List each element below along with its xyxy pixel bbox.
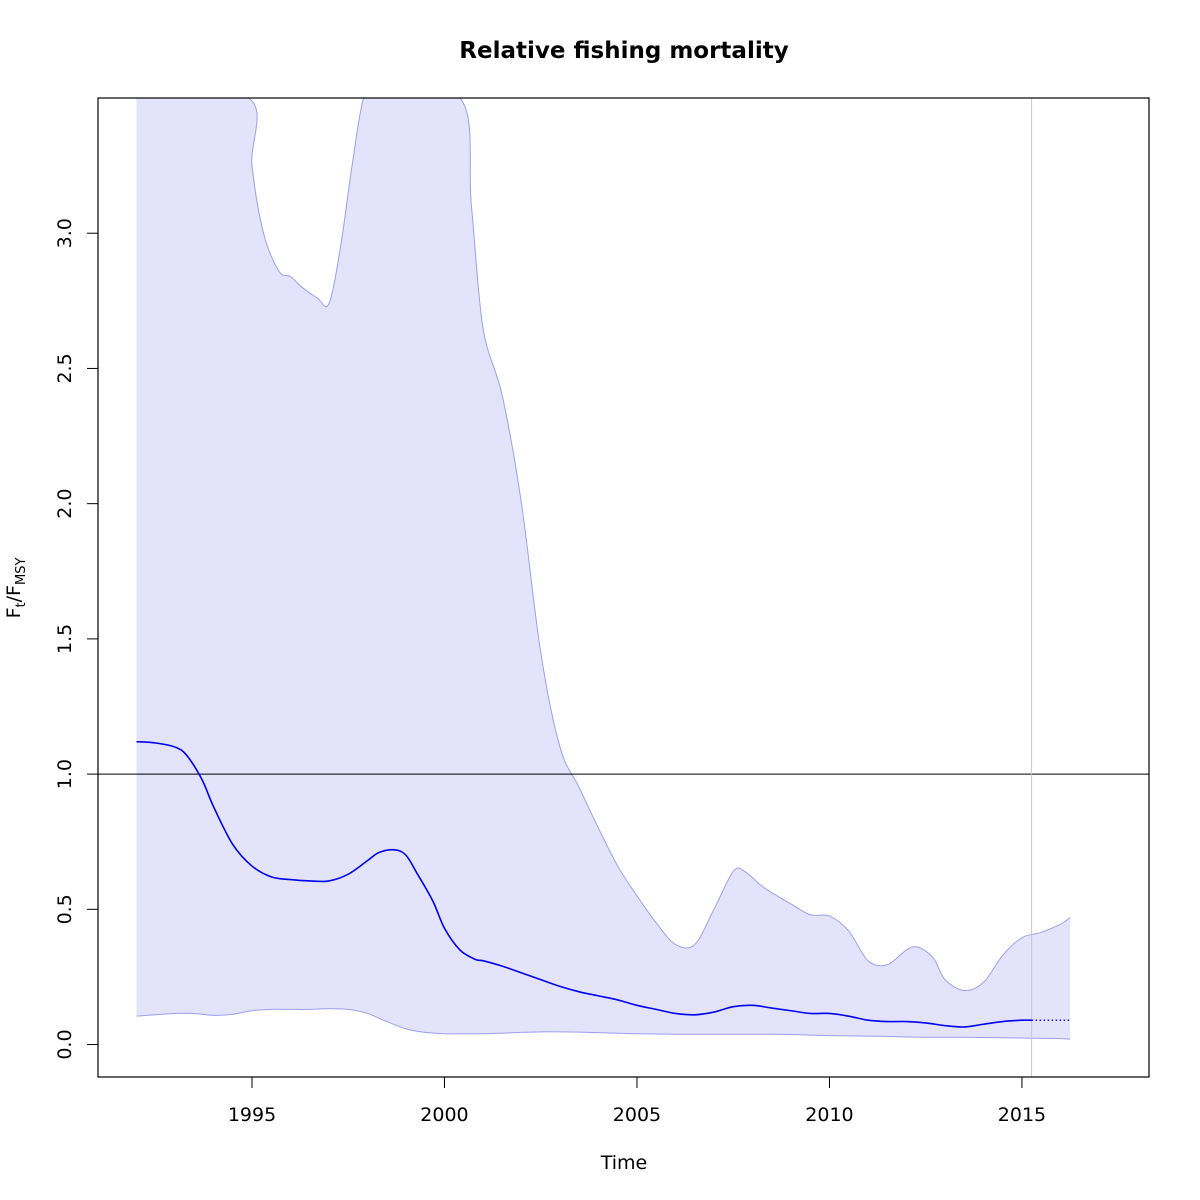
- x-tick-label-1995: 1995: [228, 1104, 276, 1126]
- x-tick-label-2010: 2010: [805, 1104, 853, 1126]
- confidence-band-upper-edge: [136, 98, 1071, 991]
- y-label-f: F: [3, 607, 25, 618]
- y-tick-label-0.0: 0.0: [54, 1029, 76, 1059]
- y-tick-label-3.0: 3.0: [54, 218, 76, 248]
- confidence-band: [136, 98, 1071, 1040]
- y-label-sub-msy: MSY: [14, 558, 29, 585]
- plot-area: [98, 98, 1149, 1077]
- y-tick-label-0.5: 0.5: [54, 894, 76, 924]
- y-axis: 0.0 0.5 1.0 1.5 2.0 2.5 3.0: [54, 218, 99, 1060]
- x-tick-label-2015: 2015: [998, 1104, 1046, 1126]
- x-tick-label-2000: 2000: [420, 1104, 468, 1126]
- y-tick-label-1.5: 1.5: [54, 624, 76, 654]
- y-label-slash: /: [3, 595, 25, 602]
- x-axis-label: Time: [600, 1152, 648, 1174]
- y-tick-label-2.5: 2.5: [54, 353, 76, 383]
- y-label-f2: F: [3, 585, 25, 596]
- y-label-sub-t: t: [14, 602, 29, 607]
- y-axis-label: Ft/FMSY: [3, 558, 29, 619]
- y-tick-label-2.0: 2.0: [54, 489, 76, 519]
- confidence-band-lower-edge: [136, 1008, 1071, 1040]
- x-tick-label-2005: 2005: [613, 1104, 661, 1126]
- y-tick-label-1.0: 1.0: [54, 759, 76, 789]
- chart-title: Relative fishing mortality: [459, 38, 788, 64]
- estimate-line: [136, 740, 1032, 1028]
- x-axis: 1995 2000 2005 2010 2015: [228, 1076, 1046, 1126]
